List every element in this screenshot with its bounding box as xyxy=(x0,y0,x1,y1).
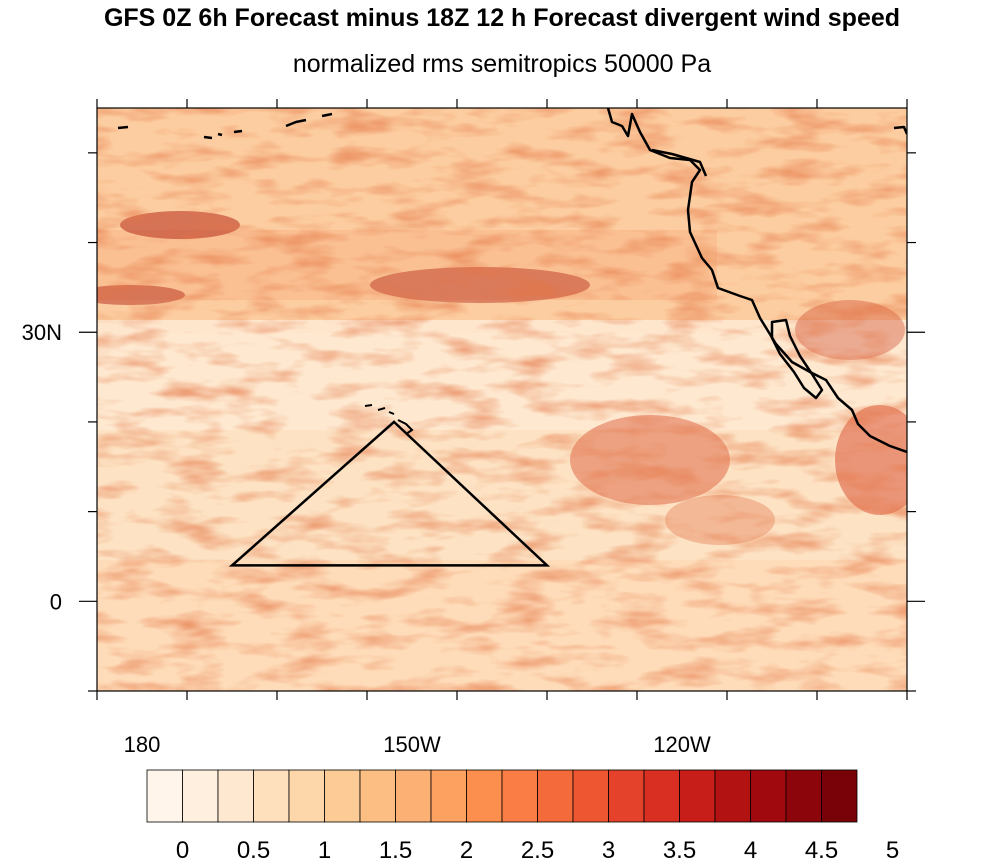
colorbar-swatch xyxy=(679,769,716,823)
colorbar-label: 1.5 xyxy=(379,837,412,862)
colorbar-swatch xyxy=(466,769,503,823)
colorbar-swatch xyxy=(395,769,432,823)
colorbar-label: 3 xyxy=(602,837,615,862)
colorbar-swatch xyxy=(182,769,219,823)
colorbar-swatch xyxy=(430,769,467,823)
colorbar-label: 0 xyxy=(176,837,189,862)
map-frame xyxy=(96,107,908,692)
colorbar-label: 4 xyxy=(744,837,757,862)
axis-ticks xyxy=(79,99,925,700)
colorbar-swatch xyxy=(643,769,680,823)
colorbar-swatch xyxy=(288,769,325,823)
x-tick-label: 180 xyxy=(124,732,161,757)
colorbar-swatch xyxy=(146,769,183,823)
colorbar-labels: 0 0.5 1 1.5 2 2.5 3 3.5 4 4.5 5 xyxy=(176,837,899,862)
colorbar-label: 1 xyxy=(318,837,331,862)
chart-title: GFS 0Z 6h Forecast minus 18Z 12 h Foreca… xyxy=(103,4,901,32)
colorbar-swatch xyxy=(324,769,361,823)
colorbar-label: 5 xyxy=(886,837,899,862)
colorbar-swatch xyxy=(501,769,538,823)
colorbar-swatch xyxy=(714,769,751,823)
colorbar-label: 4.5 xyxy=(805,837,838,862)
y-tick-label: 30N xyxy=(22,320,62,345)
x-tick-label: 150W xyxy=(383,732,441,757)
colorbar-swatch xyxy=(572,769,609,823)
colorbar-label: 2.5 xyxy=(521,837,554,862)
colorbar xyxy=(146,769,858,823)
colorbar-swatch xyxy=(750,769,787,823)
axis-tick-labels: 180 150W 120W 0 30N xyxy=(22,320,711,757)
colorbar-swatch xyxy=(537,769,574,823)
colorbar-swatch xyxy=(253,769,290,823)
colorbar-swatch xyxy=(821,769,858,823)
colorbar-label: 3.5 xyxy=(663,837,696,862)
colorbar-swatch xyxy=(217,769,254,823)
y-tick-label: 0 xyxy=(50,589,62,614)
colorbar-label: 2 xyxy=(460,837,473,862)
colorbar-swatch xyxy=(359,769,396,823)
chart-subtitle: normalized rms semitropics 50000 Pa xyxy=(292,50,712,78)
coastline-lines xyxy=(117,108,907,454)
colorbar-label: 0.5 xyxy=(237,837,270,862)
map-field xyxy=(97,108,907,691)
region-triangle xyxy=(228,420,551,567)
colorbar-swatch xyxy=(785,769,822,823)
x-tick-label: 120W xyxy=(653,732,711,757)
hawaii-islands xyxy=(364,404,414,435)
colorbar-swatch xyxy=(608,769,645,823)
